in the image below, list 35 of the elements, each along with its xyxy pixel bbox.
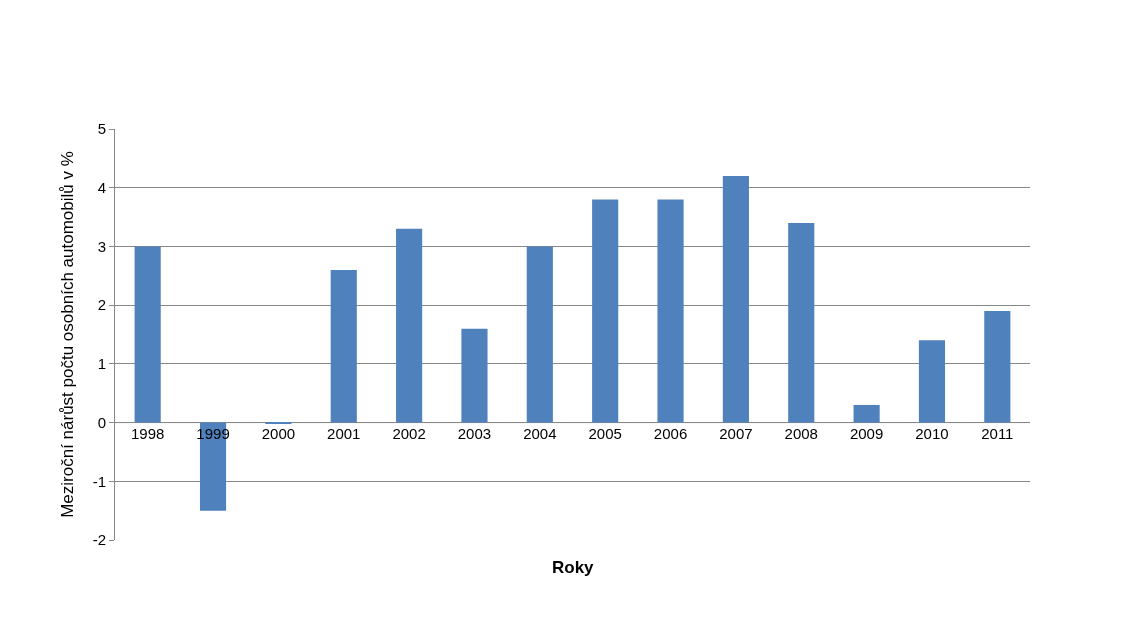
- x-tick-label: 2005: [588, 424, 622, 442]
- y-tick-label: 2: [97, 296, 106, 314]
- x-tick-label: 1998: [130, 424, 165, 442]
- y-tick-label: 4: [97, 178, 106, 196]
- bar: [396, 228, 423, 423]
- bar: [592, 199, 619, 423]
- bar: [853, 404, 880, 423]
- bar: [526, 246, 553, 423]
- y-axis-title: Meziroční nárůst počtu osobních automobilů v %: [58, 151, 78, 518]
- bar: [134, 246, 161, 423]
- x-axis-title: Roky: [552, 558, 595, 577]
- y-tick-label: -1: [92, 472, 106, 490]
- x-tick-label: 2007: [719, 424, 753, 442]
- x-tick-label: 2000: [261, 424, 296, 442]
- bar: [657, 199, 684, 423]
- bar: [722, 175, 749, 423]
- x-tick-label: 2004: [523, 424, 557, 442]
- x-tick-label: 2011: [981, 424, 1014, 442]
- bar: [918, 340, 946, 423]
- x-tick-label: 2002: [392, 424, 426, 442]
- bar: [984, 311, 1011, 423]
- y-tick-label: 0: [97, 413, 106, 431]
- x-tick-label: 2009: [849, 424, 884, 442]
- y-tick-label: 5: [97, 120, 106, 138]
- x-tick-label: 2010: [915, 424, 949, 442]
- y-tick-label: 1: [97, 355, 106, 373]
- bar: [461, 328, 488, 423]
- bar: [788, 222, 815, 423]
- x-tick-label: 2006: [653, 424, 688, 442]
- x-tick-label: 2008: [784, 424, 818, 442]
- x-tick-label: 2003: [457, 424, 492, 442]
- y-tick-label: 3: [97, 237, 106, 255]
- bar: [330, 269, 357, 423]
- x-tick-label: 2001: [327, 424, 361, 442]
- y-tick-label: -2: [92, 531, 106, 549]
